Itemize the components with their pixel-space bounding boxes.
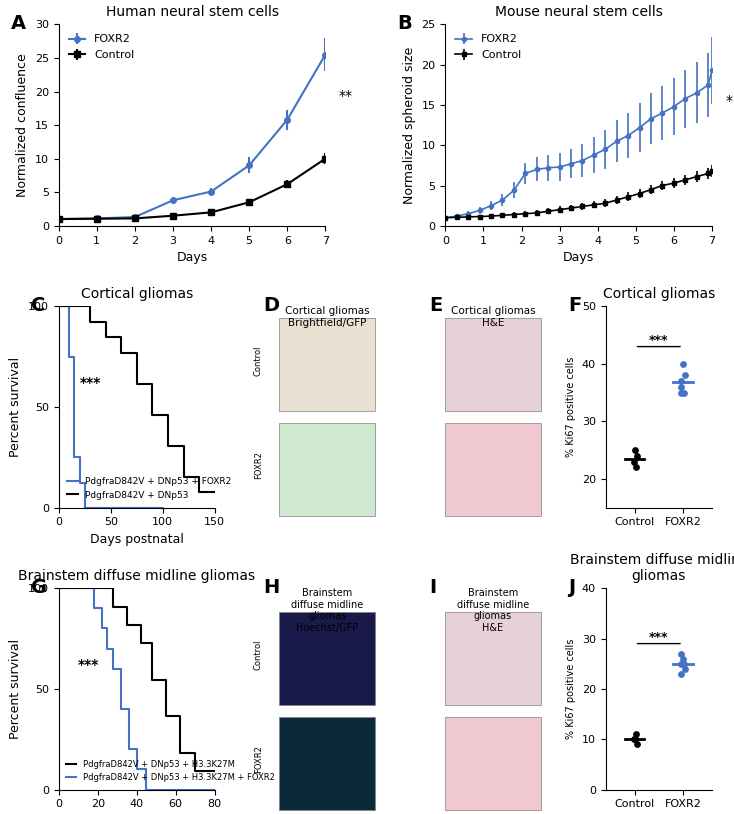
Text: Control: Control: [254, 345, 263, 376]
Point: [675, 667, 687, 681]
Text: ***: ***: [79, 658, 100, 672]
Text: B: B: [397, 15, 412, 33]
FancyBboxPatch shape: [280, 717, 375, 810]
Text: Cortical gliomas
H&E: Cortical gliomas H&E: [451, 306, 535, 328]
Text: C: C: [31, 296, 45, 315]
Y-axis label: Percent survival: Percent survival: [10, 639, 23, 739]
Y-axis label: % Ki67 positive cells: % Ki67 positive cells: [566, 357, 576, 457]
Point: [678, 386, 690, 399]
Legend: FOXR2, Control: FOXR2, Control: [451, 30, 526, 64]
Text: ***: ***: [79, 376, 101, 390]
Point: [630, 728, 642, 741]
Point: [675, 657, 687, 670]
Title: Brainstem diffuse midline gliomas: Brainstem diffuse midline gliomas: [18, 569, 255, 583]
Point: [675, 647, 687, 660]
X-axis label: Days: Days: [176, 251, 208, 264]
Text: E: E: [429, 296, 443, 315]
Title: Cortical gliomas: Cortical gliomas: [81, 287, 193, 301]
Point: [679, 369, 691, 382]
Legend: PdgfraD842V + DNp53 + H3.3K27M, PdgfraD842V + DNp53 + H3.3K27M + FOXR2: PdgfraD842V + DNp53 + H3.3K27M, PdgfraD8…: [63, 756, 278, 786]
Title: Mouse neural stem cells: Mouse neural stem cells: [495, 5, 663, 19]
Point: [629, 444, 641, 457]
Text: **: **: [338, 89, 353, 103]
Text: ***: ***: [649, 334, 669, 347]
Point: [677, 357, 689, 370]
Point: [679, 663, 691, 676]
Point: [675, 380, 687, 393]
Text: A: A: [11, 15, 26, 33]
Y-axis label: Percent survival: Percent survival: [10, 357, 23, 457]
Legend: PdgfraD842V + DNp53 + FOXR2, PdgfraD842V + DNp53: PdgfraD842V + DNp53 + FOXR2, PdgfraD842V…: [63, 474, 235, 503]
Title: Brainstem diffuse midline
gliomas: Brainstem diffuse midline gliomas: [570, 553, 734, 583]
Point: [678, 657, 690, 670]
Text: Control: Control: [254, 640, 263, 670]
Text: I: I: [429, 578, 436, 597]
Point: [629, 733, 641, 746]
Point: [631, 449, 643, 462]
Text: FOXR2: FOXR2: [254, 452, 263, 479]
Point: [631, 737, 643, 751]
FancyBboxPatch shape: [446, 612, 541, 705]
Point: [628, 455, 640, 468]
Point: [675, 386, 687, 399]
Text: J: J: [568, 578, 575, 597]
X-axis label: Days: Days: [563, 251, 595, 264]
Point: [628, 733, 640, 746]
Y-axis label: % Ki67 positive cells: % Ki67 positive cells: [566, 639, 576, 739]
FancyBboxPatch shape: [280, 318, 375, 411]
FancyBboxPatch shape: [446, 423, 541, 516]
Text: Brainstem
diffuse midline
gliomas
Hoechst/GFP: Brainstem diffuse midline gliomas Hoechs…: [291, 589, 363, 633]
Title: Cortical gliomas: Cortical gliomas: [603, 287, 715, 301]
Point: [630, 461, 642, 474]
Text: F: F: [568, 296, 581, 315]
Text: *: *: [725, 94, 733, 107]
FancyBboxPatch shape: [446, 717, 541, 810]
Text: ***: ***: [649, 631, 669, 644]
Text: D: D: [264, 296, 280, 315]
Text: Brainstem
diffuse midline
gliomas
H&E: Brainstem diffuse midline gliomas H&E: [457, 589, 529, 633]
Point: [677, 652, 689, 665]
Y-axis label: Normalized confluence: Normalized confluence: [16, 53, 29, 197]
Text: FOXR2: FOXR2: [254, 746, 263, 773]
X-axis label: Days postnatal: Days postnatal: [90, 533, 184, 546]
Legend: FOXR2, Control: FOXR2, Control: [65, 30, 139, 64]
Text: H: H: [264, 578, 280, 597]
FancyBboxPatch shape: [446, 318, 541, 411]
Title: Human neural stem cells: Human neural stem cells: [106, 5, 278, 19]
FancyBboxPatch shape: [280, 423, 375, 516]
Point: [675, 374, 687, 387]
Text: Cortical gliomas
Brightfield/GFP: Cortical gliomas Brightfield/GFP: [285, 306, 370, 328]
Text: G: G: [31, 578, 47, 597]
Y-axis label: Normalized spheroid size: Normalized spheroid size: [403, 46, 416, 204]
FancyBboxPatch shape: [280, 612, 375, 705]
